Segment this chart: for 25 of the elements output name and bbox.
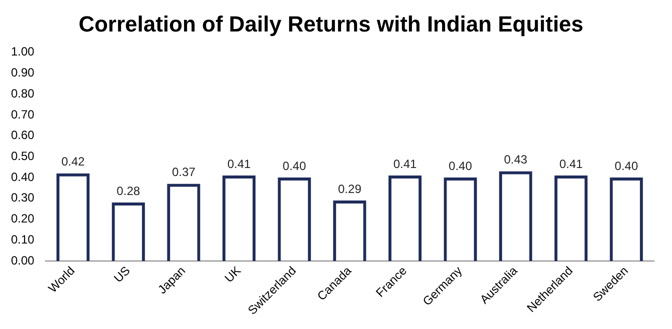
y-tick-label: 0.20 [10,212,35,226]
data-label: 0.42 [61,154,86,169]
y-tick-label: 0.80 [10,86,35,100]
data-label: 0.29 [338,182,362,196]
data-label: 0.40 [448,158,472,173]
data-label: 0.40 [614,158,638,173]
y-tick-label: 0.00 [10,253,35,268]
y-tick-label: 0.90 [10,66,35,80]
data-label: 0.41 [227,156,252,171]
data-label: 0.41 [559,156,584,171]
data-label: 0.43 [504,152,528,167]
y-tick-label: 0.30 [10,190,35,205]
x-tick-label: US [111,264,133,286]
x-tick-label: UK [222,264,244,286]
data-label: 0.40 [282,158,306,173]
y-tick-label: 0.40 [10,170,35,184]
data-label: 0.37 [172,165,196,180]
y-tick-label: 0.50 [10,148,35,163]
y-tick-label: 0.60 [10,128,35,142]
y-tick-label: 0.10 [10,232,35,246]
y-tick-label: 1.00 [10,44,35,59]
data-label: 0.41 [393,156,418,171]
y-tick-label: 0.70 [10,107,35,122]
data-label: 0.28 [116,184,140,198]
chart-title: Correlation of Daily Returns with Indian Equities [78,11,584,36]
